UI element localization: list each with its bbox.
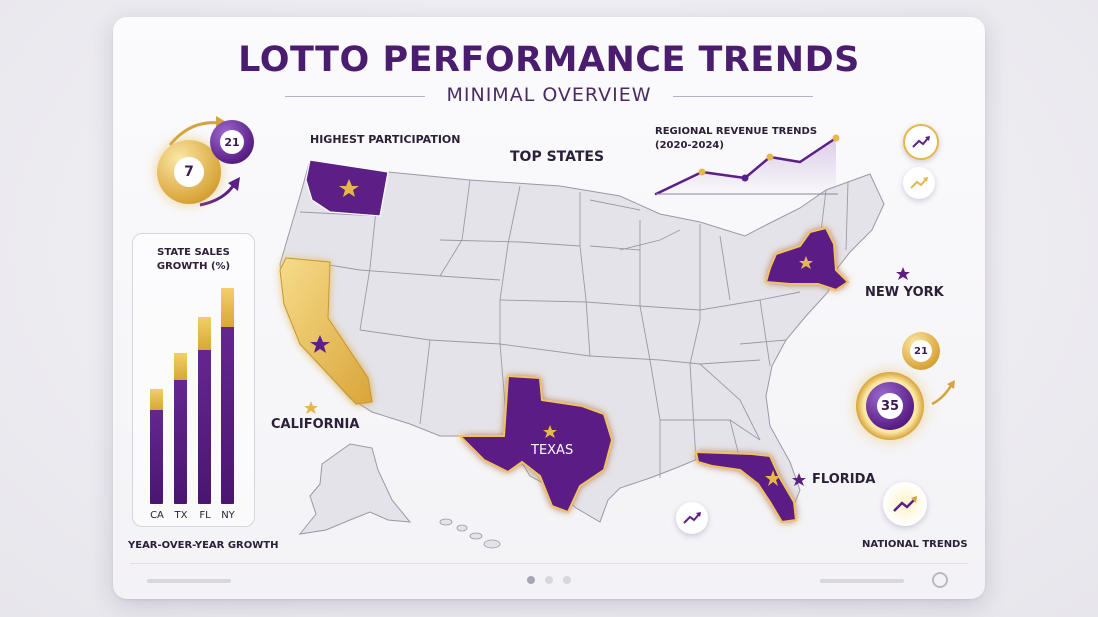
lotto-ball-35-ring: 35 <box>856 372 924 440</box>
footer-bar-left <box>147 579 231 583</box>
pagination-dot[interactable] <box>545 576 553 584</box>
trend-up-icon[interactable] <box>903 124 939 160</box>
california-label: CALIFORNIA <box>271 417 360 432</box>
ball-21-top-number: 21 <box>220 130 244 154</box>
bar-cap <box>221 288 234 327</box>
trend-up-icon[interactable] <box>676 502 708 534</box>
revenue-trends-title-line2: (2020-2024) <box>655 140 724 151</box>
bar-cap <box>198 316 211 351</box>
revenue-trends-title: REGIONAL REVENUE TRENDS (2020-2024) <box>655 125 817 153</box>
top-states-label: TOP STATES <box>510 149 605 165</box>
highest-participation-label: HIGHEST PARTICIPATION <box>310 133 461 146</box>
bar-tx <box>174 352 187 504</box>
bar-label-ca: CA <box>150 510 164 521</box>
subtitle-divider-right <box>673 96 813 97</box>
pagination-dot-active[interactable] <box>527 576 535 584</box>
ball-7-number: 7 <box>174 157 204 187</box>
lotto-ball-35: 35 <box>866 382 914 430</box>
new-york-label: NEW YORK <box>865 285 944 300</box>
national-trends-label: NATIONAL TRENDS <box>862 539 968 550</box>
settings-icon[interactable] <box>932 572 948 588</box>
state-sales-title-line1: STATE SALES <box>157 247 230 258</box>
bar-cap <box>174 352 187 380</box>
national-trends-icon[interactable] <box>883 482 927 526</box>
page-title: LOTTO PERFORMANCE TRENDS <box>238 40 860 80</box>
footer-bar-right <box>820 579 904 583</box>
footer-divider <box>130 563 968 564</box>
lotto-ball-7: 7 <box>157 140 221 204</box>
page-subtitle: MINIMAL OVERVIEW <box>446 84 652 106</box>
trend-up-icon[interactable] <box>903 167 935 199</box>
bar-fl <box>198 316 211 504</box>
bar-ny <box>221 288 234 504</box>
star-icon <box>304 179 813 486</box>
trend-up-icon <box>931 380 955 406</box>
florida-label: FLORIDA <box>812 472 876 487</box>
bar-label-fl: FL <box>199 510 211 521</box>
hawaii <box>439 518 501 549</box>
yoy-growth-label: YEAR-OVER-YEAR GROWTH <box>128 540 279 551</box>
texas-label: TEXAS <box>531 443 574 458</box>
lotto-ball-21-top: 21 <box>210 120 254 164</box>
state-florida[interactable] <box>694 450 798 524</box>
bar-cap <box>150 388 163 410</box>
revenue-sparkline <box>654 134 840 196</box>
revenue-trends-title-line1: REGIONAL REVENUE TRENDS <box>655 126 818 137</box>
state-texas[interactable] <box>457 374 614 514</box>
bar-label-ny: NY <box>221 510 235 521</box>
alaska <box>298 443 412 535</box>
state-sales-title: STATE SALES GROWTH (%) <box>133 246 254 274</box>
state-sales-title-line2: GROWTH (%) <box>156 261 231 272</box>
bar-label-tx: TX <box>174 510 188 521</box>
ball-21-right-number: 21 <box>910 340 932 362</box>
pagination-dot[interactable] <box>563 576 571 584</box>
bar-ca <box>150 388 163 504</box>
ball-35-number: 35 <box>877 393 903 419</box>
state-california[interactable] <box>279 257 373 405</box>
lotto-ball-21-right: 21 <box>902 332 940 370</box>
star-icon <box>310 267 910 486</box>
subtitle-divider-left <box>285 96 425 97</box>
